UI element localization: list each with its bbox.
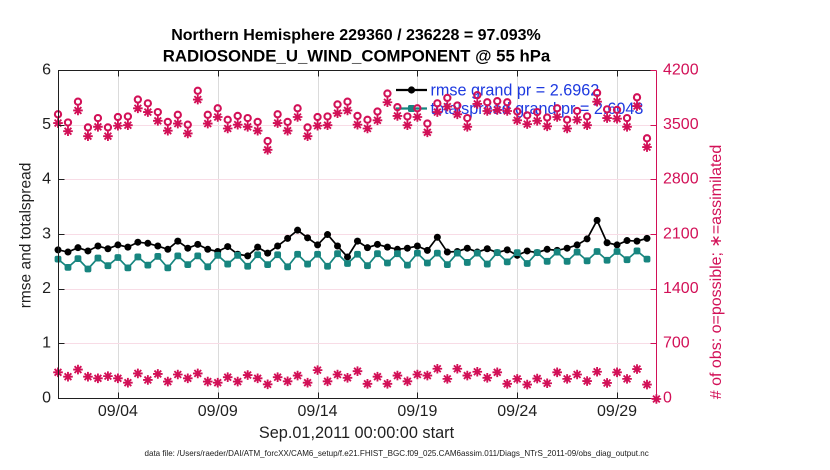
svg-text:rmse and totalspread: rmse and totalspread: [18, 163, 35, 309]
svg-text:1: 1: [42, 335, 51, 352]
svg-text:6: 6: [42, 61, 51, 78]
svg-text:09/09: 09/09: [198, 403, 238, 420]
svg-text:data file: /Users/raeder/DAI/A: data file: /Users/raeder/DAI/ATM_forcXX/…: [145, 449, 649, 458]
svg-text:0: 0: [42, 389, 51, 406]
svg-text:4200: 4200: [663, 61, 699, 78]
svg-text:rmse grand pr = 2.6962: rmse grand pr = 2.6962: [431, 82, 600, 100]
svg-text:3: 3: [42, 225, 51, 242]
svg-text:700: 700: [663, 335, 690, 352]
svg-text:Sep.01,2011 00:00:00 start: Sep.01,2011 00:00:00 start: [259, 424, 455, 442]
svg-text:2100: 2100: [663, 225, 699, 242]
svg-text:09/14: 09/14: [298, 403, 338, 420]
svg-text:09/29: 09/29: [597, 403, 637, 420]
svg-text:Northern Hemisphere 229360 / 2: Northern Hemisphere 229360 / 236228 = 97…: [171, 27, 541, 44]
svg-text:09/04: 09/04: [98, 403, 138, 420]
svg-text:5: 5: [42, 116, 51, 133]
svg-text:09/24: 09/24: [497, 403, 537, 420]
svg-text:2: 2: [42, 280, 51, 297]
svg-text:2800: 2800: [663, 171, 699, 188]
svg-text:09/19: 09/19: [397, 403, 437, 420]
svg-text:1400: 1400: [663, 280, 699, 297]
svg-text:# of obs: o=possible; ∗=assimi: # of obs: o=possible; ∗=assimilated: [708, 145, 725, 399]
svg-text:RADIOSONDE_U_WIND_COMPONENT @: RADIOSONDE_U_WIND_COMPONENT @ 55 hPa: [163, 46, 551, 65]
svg-text:3500: 3500: [663, 116, 699, 133]
svg-text:4: 4: [42, 171, 51, 188]
svg-text:0: 0: [663, 389, 672, 406]
